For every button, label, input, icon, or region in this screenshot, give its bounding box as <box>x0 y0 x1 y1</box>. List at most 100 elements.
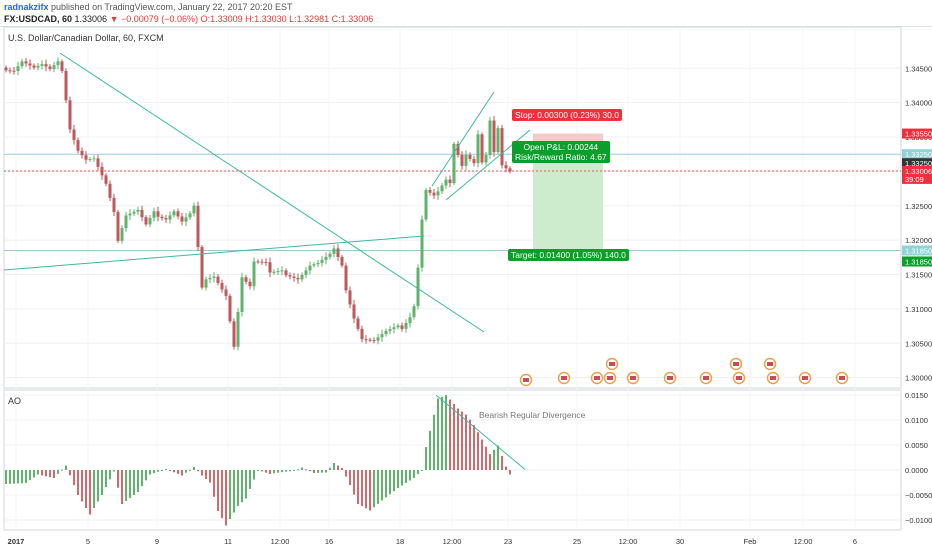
candle-body <box>104 175 108 184</box>
candle-body <box>484 154 488 163</box>
event-flag-icon <box>839 376 845 380</box>
ao-bar <box>181 470 183 476</box>
ao-bar <box>501 456 503 470</box>
candle-body <box>348 290 352 305</box>
publish-info: published on TradingView.com, January 22… <box>48 2 293 12</box>
x-tick-label: 18 <box>396 537 404 546</box>
ao-bar <box>149 470 151 475</box>
ao-bar <box>141 470 143 487</box>
ao-bar <box>125 470 127 501</box>
ao-bar <box>393 470 395 492</box>
candle-body <box>376 337 380 341</box>
ao-bar <box>17 470 19 484</box>
candle-body <box>56 61 60 66</box>
ao-bar <box>485 446 487 470</box>
candle-body <box>332 248 336 254</box>
x-tick-label: 9 <box>155 537 159 546</box>
ao-bar <box>241 470 243 503</box>
candle-body <box>324 256 328 260</box>
x-tick-label: 16 <box>325 537 333 546</box>
candle-body <box>428 189 432 193</box>
ao-bar <box>365 470 367 509</box>
ao-bar <box>285 470 287 472</box>
ao-bar <box>297 469 299 471</box>
ao-bar <box>293 470 295 471</box>
candle-body <box>208 277 212 280</box>
ao-bar <box>409 470 411 481</box>
candle-body <box>144 217 148 225</box>
candle-body <box>224 289 228 296</box>
event-flag-icon <box>703 376 709 380</box>
ao-bar <box>233 470 235 513</box>
ao-bar <box>69 470 71 476</box>
ao-bar <box>445 395 447 470</box>
candle-body <box>192 205 196 214</box>
ao-bar <box>385 470 387 498</box>
candle-body <box>424 189 428 220</box>
author-link[interactable]: radnakzifx <box>4 2 49 12</box>
event-flag-icon <box>607 376 613 380</box>
candle-body <box>232 321 236 347</box>
ao-bar <box>349 470 351 485</box>
ao-bar <box>197 470 199 472</box>
candle-body <box>196 205 200 248</box>
ao-bar <box>369 470 371 511</box>
candle-body <box>88 159 92 161</box>
candle-body <box>244 277 248 282</box>
ao-bar <box>161 470 163 471</box>
ao-bar <box>133 470 135 495</box>
candle-body <box>356 318 360 329</box>
price-tick-label: 1.31500 <box>905 271 932 280</box>
candle-body <box>160 216 164 219</box>
candle-body <box>320 259 324 263</box>
candle-body <box>116 211 120 241</box>
ao-bar <box>345 470 347 477</box>
ao-bar <box>357 470 359 504</box>
candle-body <box>20 61 24 67</box>
event-flag-icon <box>630 376 636 380</box>
price-axis-tag <box>902 245 932 256</box>
candle-body <box>36 65 40 68</box>
candle-body <box>372 340 376 342</box>
event-flag-icon <box>770 376 776 380</box>
ohlc-values: O:1.33009 H:1.33030 L:1.32981 C:1.33006 <box>200 14 374 24</box>
candle-body <box>416 267 420 307</box>
candle-body <box>284 270 288 276</box>
candle-body <box>112 197 116 212</box>
ao-bar <box>449 399 451 470</box>
candle-body <box>92 158 96 160</box>
ao-bar <box>341 468 343 470</box>
candle-body <box>504 165 508 169</box>
target-zone <box>533 154 603 251</box>
candle-body <box>204 279 208 288</box>
ao-bar <box>209 470 211 483</box>
candle-body <box>16 66 20 72</box>
candle-body <box>152 211 156 218</box>
ao-bar <box>457 408 459 470</box>
event-flag-icon <box>609 362 615 366</box>
ao-bar <box>397 470 399 488</box>
ao-bar <box>257 470 259 471</box>
x-tick-label: 12:00 <box>443 537 462 546</box>
ao-bar <box>81 470 83 502</box>
candle-body <box>368 339 372 341</box>
x-tick-label: 25 <box>573 537 581 546</box>
ao-bar <box>477 432 479 470</box>
ao-bar <box>289 470 291 472</box>
ao-bar <box>433 414 435 470</box>
candle-body <box>48 66 52 69</box>
candle-body <box>8 70 12 72</box>
candle-body <box>364 339 368 341</box>
candle-body <box>408 317 412 324</box>
price-tick-label: 1.30000 <box>905 374 932 383</box>
candle-body <box>172 211 176 216</box>
candle-body <box>288 275 292 277</box>
ao-bar <box>425 447 427 470</box>
price-pane-title: U.S. Dollar/Canadian Dollar, 60, FXCM <box>8 33 164 43</box>
ao-bar <box>461 411 463 470</box>
candle-body <box>308 265 312 271</box>
candle-body <box>24 61 28 64</box>
ao-bar <box>465 414 467 470</box>
ao-bar <box>437 398 439 470</box>
